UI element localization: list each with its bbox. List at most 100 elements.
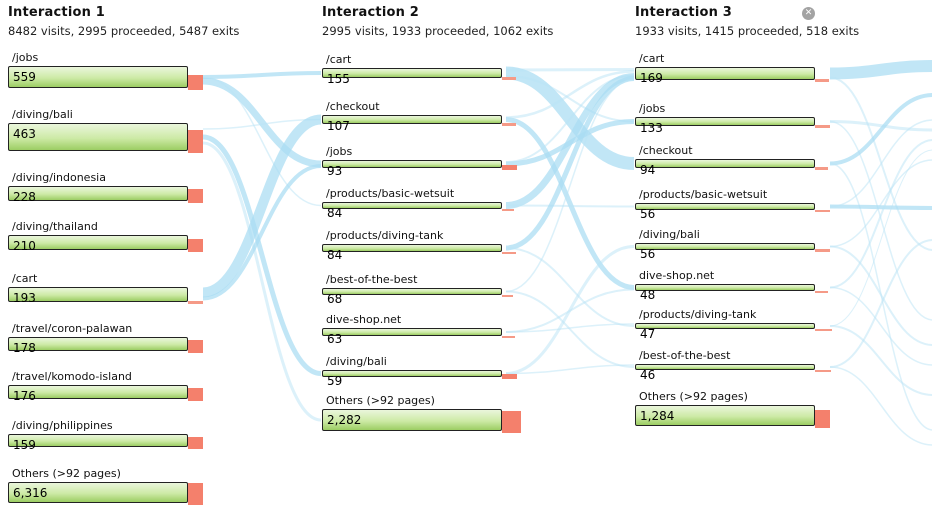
column-title: Interaction 3 bbox=[635, 5, 733, 20]
page-node-bar[interactable] bbox=[8, 66, 188, 88]
exit-mark bbox=[815, 167, 828, 170]
exit-mark bbox=[188, 239, 203, 252]
page-visits-value: 56 bbox=[640, 207, 656, 221]
page-visits-value: 228 bbox=[13, 190, 36, 204]
flow-link bbox=[202, 114, 322, 298]
page-node-bar[interactable] bbox=[322, 115, 502, 124]
flow-link bbox=[202, 76, 322, 207]
flow-link bbox=[829, 286, 932, 366]
column-header-interaction-2: Interaction 2 2995 visits, 1933 proceede… bbox=[322, 5, 553, 38]
exit-mark bbox=[188, 437, 203, 449]
exit-mark bbox=[502, 411, 521, 433]
page-label: /jobs bbox=[639, 102, 666, 115]
exit-mark bbox=[188, 130, 203, 153]
flow-link bbox=[202, 71, 322, 79]
column-header-interaction-3: Interaction 3 1933 visits, 1415 proceede… bbox=[635, 5, 859, 38]
page-visits-value: 1,284 bbox=[640, 409, 675, 423]
column-subtitle: 8482 visits, 2995 proceeded, 5487 exits bbox=[8, 24, 240, 38]
flow-link bbox=[505, 247, 635, 327]
exit-mark bbox=[188, 340, 203, 353]
exit-mark bbox=[188, 483, 203, 505]
page-node-bar[interactable] bbox=[635, 203, 815, 210]
flow-link bbox=[505, 117, 635, 290]
page-visits-value: 84 bbox=[327, 206, 343, 220]
page-visits-value: 84 bbox=[327, 248, 343, 262]
page-visits-value: 6,316 bbox=[13, 486, 48, 500]
page-visits-value: 63 bbox=[327, 332, 343, 346]
page-visits-value: 46 bbox=[640, 368, 656, 382]
page-label: /cart bbox=[12, 272, 38, 285]
page-visits-value: 68 bbox=[327, 292, 343, 306]
flow-link bbox=[505, 364, 635, 375]
exit-mark bbox=[815, 291, 828, 293]
page-node-bar[interactable] bbox=[322, 409, 502, 431]
page-label: /travel/coron-palawan bbox=[12, 322, 133, 335]
page-label: /jobs bbox=[12, 51, 39, 64]
exit-mark bbox=[188, 301, 203, 304]
exit-mark bbox=[502, 77, 516, 80]
flow-link bbox=[505, 75, 635, 123]
page-node-bar[interactable] bbox=[635, 159, 815, 168]
flow-link bbox=[202, 134, 322, 376]
page-node-bar[interactable] bbox=[322, 370, 502, 377]
page-label: /best-of-the-best bbox=[639, 349, 731, 362]
page-node-bar[interactable] bbox=[8, 287, 188, 302]
flow-link bbox=[505, 73, 635, 209]
page-visits-value: 559 bbox=[13, 70, 36, 84]
page-node-bar[interactable] bbox=[8, 482, 188, 503]
page-visits-value: 2,282 bbox=[327, 413, 362, 427]
page-node-bar[interactable] bbox=[8, 337, 188, 351]
page-node-bar[interactable] bbox=[8, 123, 188, 151]
page-label: /products/basic-wetsuit bbox=[326, 187, 455, 200]
flow-link bbox=[829, 119, 932, 208]
exit-mark bbox=[815, 79, 829, 82]
page-node-bar[interactable] bbox=[8, 434, 188, 447]
flow-link bbox=[829, 204, 932, 210]
page-node-bar[interactable] bbox=[8, 235, 188, 250]
page-node-bar[interactable] bbox=[8, 385, 188, 399]
page-visits-value: 133 bbox=[640, 121, 663, 135]
exit-mark bbox=[502, 209, 514, 211]
page-node-bar[interactable] bbox=[322, 68, 502, 78]
page-node-bar[interactable] bbox=[635, 323, 815, 329]
page-node-bar[interactable] bbox=[322, 202, 502, 209]
page-node-bar[interactable] bbox=[322, 160, 502, 168]
page-label: /diving/thailand bbox=[12, 220, 98, 233]
flow-link bbox=[505, 204, 635, 208]
page-visits-value: 107 bbox=[327, 119, 350, 133]
page-visits-value: 48 bbox=[640, 288, 656, 302]
page-node-bar[interactable] bbox=[322, 288, 502, 295]
page-label: /diving/bali bbox=[326, 355, 387, 368]
flow-link bbox=[829, 139, 932, 289]
page-visits-value: 155 bbox=[327, 72, 350, 86]
page-visits-value: 169 bbox=[640, 71, 663, 85]
page-node-bar[interactable] bbox=[322, 328, 502, 336]
page-node-bar[interactable] bbox=[635, 364, 815, 370]
flow-link bbox=[505, 323, 635, 333]
page-node-bar[interactable] bbox=[635, 243, 815, 250]
exit-mark bbox=[815, 370, 831, 372]
exit-mark bbox=[188, 75, 203, 90]
flow-link bbox=[829, 149, 932, 327]
page-node-bar[interactable] bbox=[635, 117, 815, 126]
page-visits-value: 159 bbox=[13, 438, 36, 452]
exit-mark bbox=[502, 165, 517, 170]
page-label: /cart bbox=[639, 52, 665, 65]
exit-mark bbox=[815, 210, 830, 212]
page-node-bar[interactable] bbox=[635, 284, 815, 291]
page-node-bar[interactable] bbox=[322, 244, 502, 252]
page-label: /products/diving-tank bbox=[326, 229, 444, 242]
page-node-bar[interactable] bbox=[635, 67, 815, 80]
page-label: /products/basic-wetsuit bbox=[639, 188, 768, 201]
page-node-bar[interactable] bbox=[8, 186, 188, 201]
flow-link bbox=[829, 245, 932, 346]
page-label: /cart bbox=[326, 53, 352, 66]
exit-mark bbox=[502, 374, 517, 379]
page-label: /products/diving-tank bbox=[639, 308, 757, 321]
exit-mark bbox=[502, 295, 513, 297]
page-node-bar[interactable] bbox=[635, 405, 815, 426]
exit-mark bbox=[502, 336, 515, 338]
page-label: /checkout bbox=[326, 100, 380, 113]
remove-column-icon[interactable]: ✕ bbox=[802, 7, 815, 20]
